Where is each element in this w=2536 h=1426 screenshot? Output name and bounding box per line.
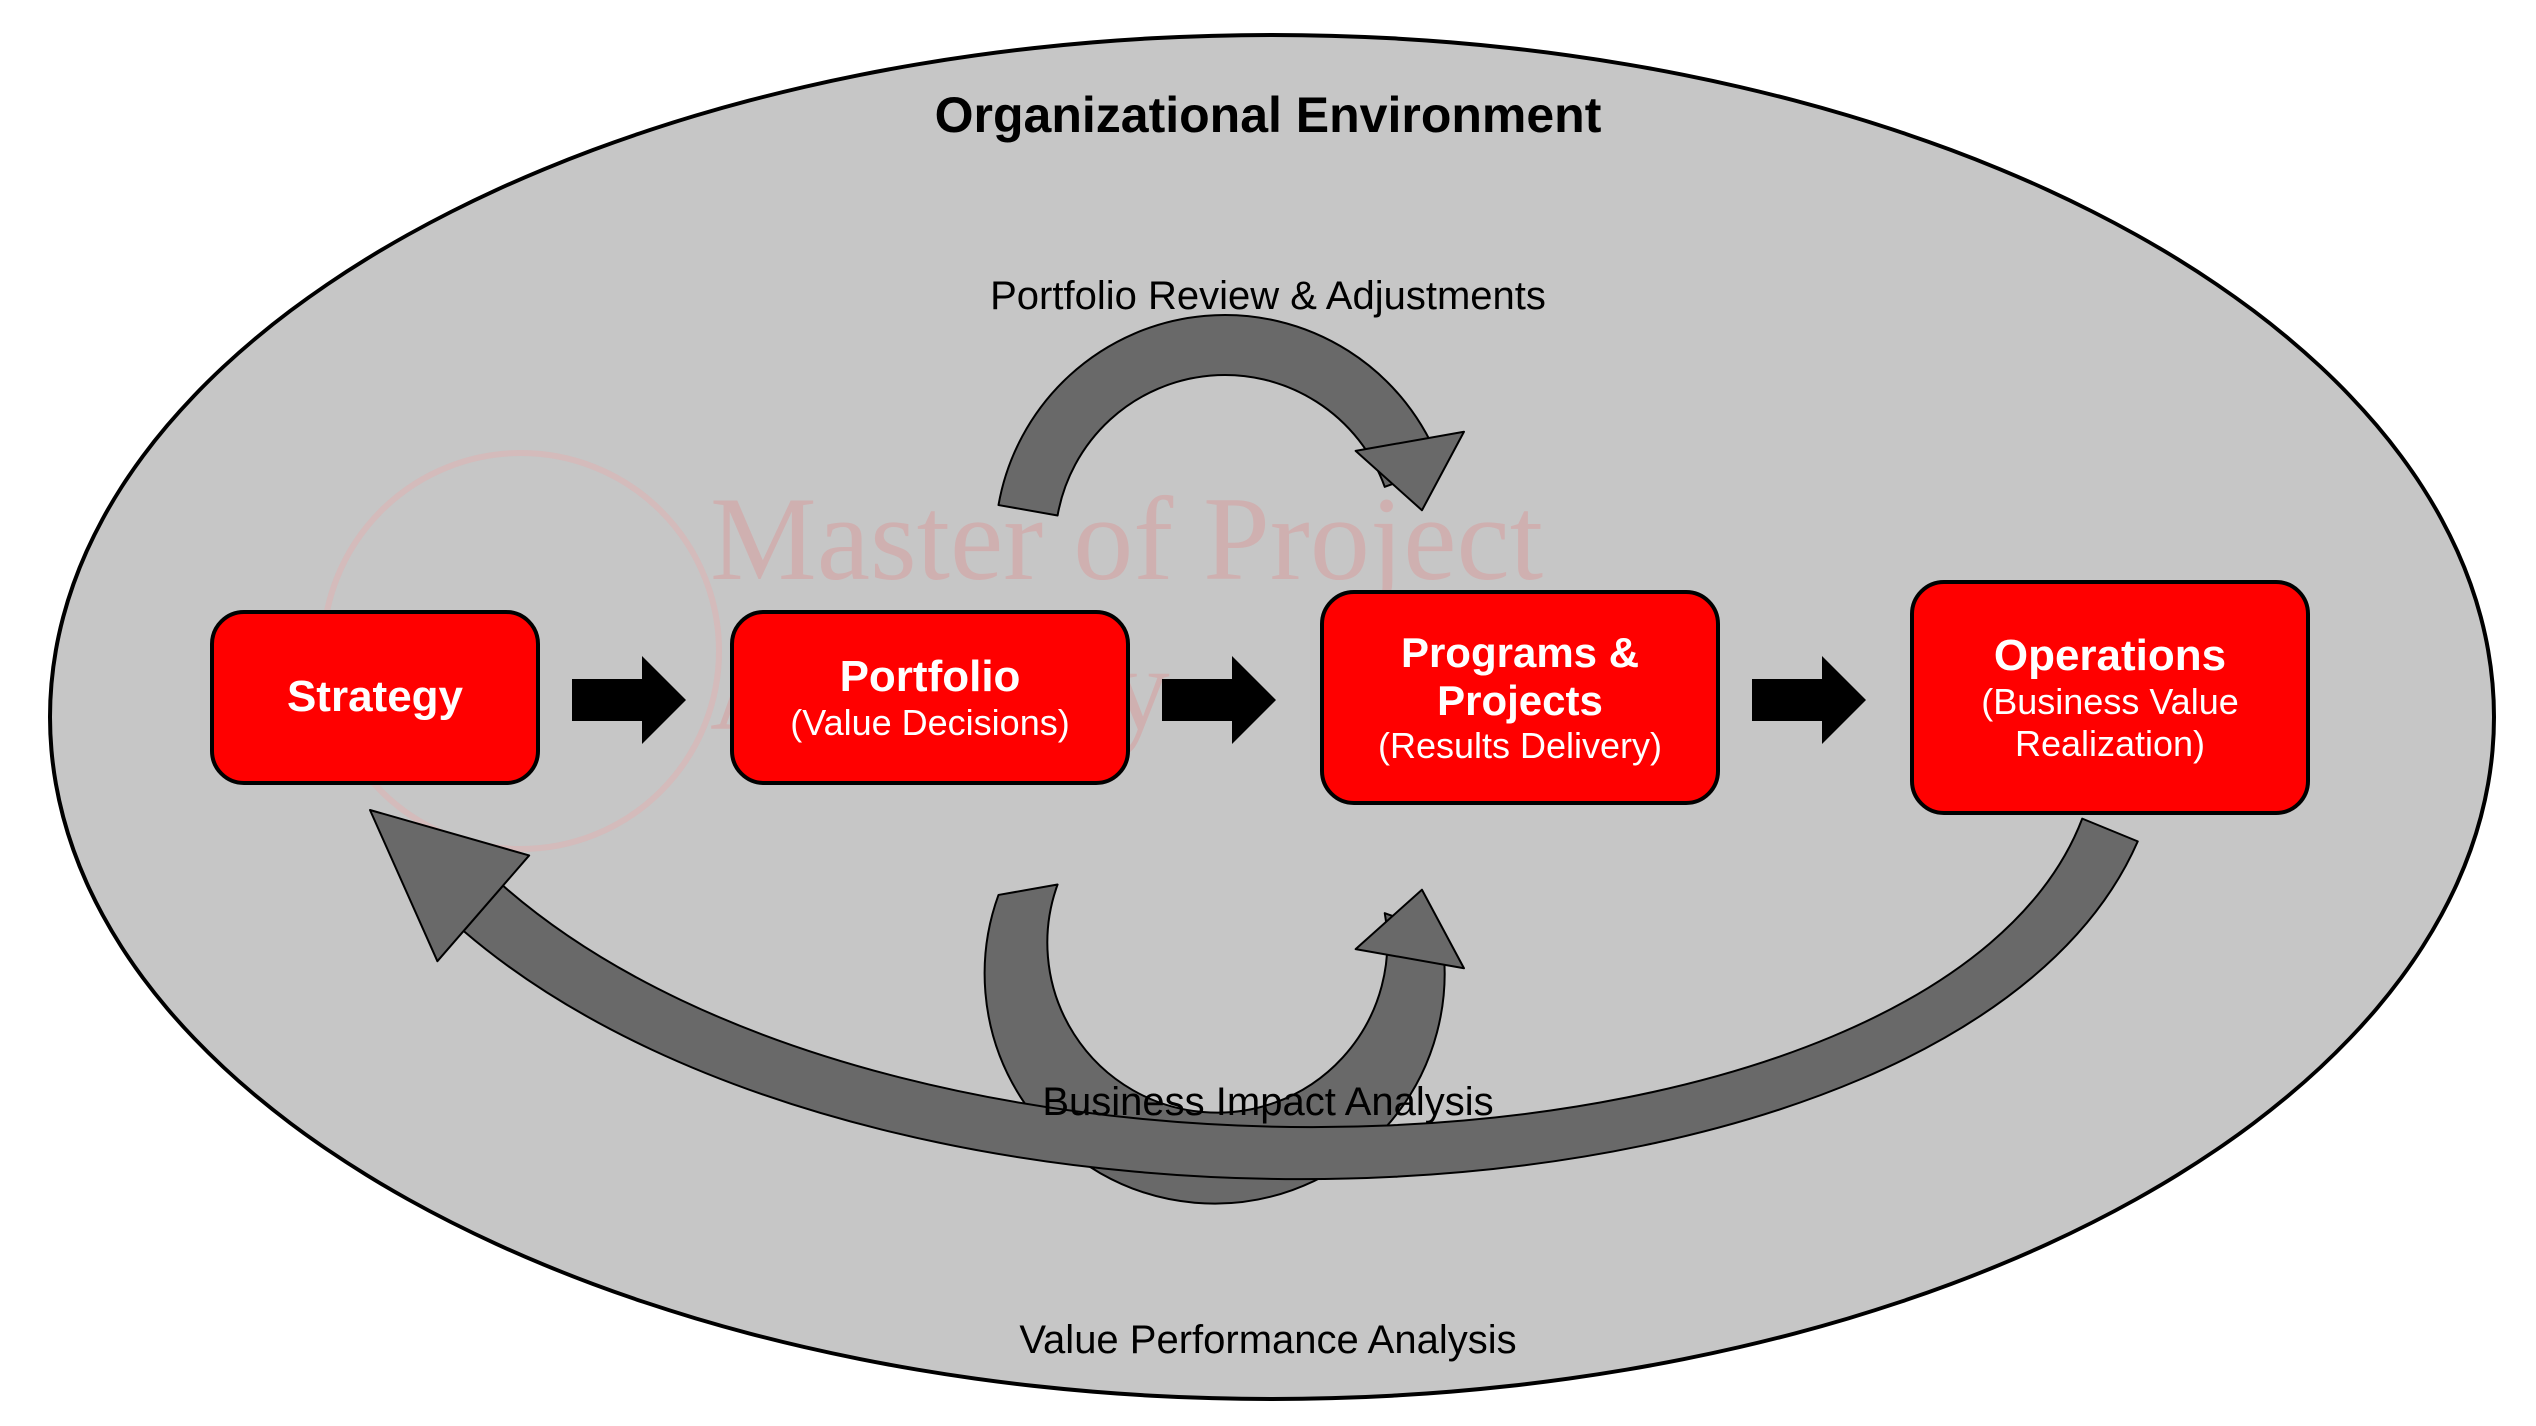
node-strategy: Strategy bbox=[210, 610, 540, 785]
diagram-title: Organizational Environment bbox=[0, 86, 2536, 144]
node-programs: Programs & Projects(Results Delivery) bbox=[1320, 590, 1720, 805]
node-programs-subtitle: (Results Delivery) bbox=[1378, 725, 1662, 766]
diagram-canvas: Master of ProjectAcademyStrategyPortfoli… bbox=[0, 0, 2536, 1426]
arrow-a1 bbox=[572, 656, 686, 744]
label-top: Portfolio Review & Adjustments bbox=[0, 274, 2536, 319]
node-programs-title: Programs & Projects bbox=[1334, 629, 1706, 726]
label-bottom: Value Performance Analysis bbox=[0, 1318, 2536, 1363]
node-operations-subtitle: (Business Value Realization) bbox=[1924, 681, 2296, 764]
arrow-a3 bbox=[1752, 656, 1866, 744]
node-operations-title: Operations bbox=[1994, 631, 2226, 682]
node-operations: Operations(Business Value Realization) bbox=[1910, 580, 2310, 815]
node-strategy-title: Strategy bbox=[287, 672, 463, 723]
arrow-a2 bbox=[1162, 656, 1276, 744]
node-portfolio: Portfolio(Value Decisions) bbox=[730, 610, 1130, 785]
node-portfolio-subtitle: (Value Decisions) bbox=[790, 702, 1069, 743]
label-middle: Business Impact Analysis bbox=[0, 1080, 2536, 1125]
node-portfolio-title: Portfolio bbox=[840, 652, 1021, 703]
